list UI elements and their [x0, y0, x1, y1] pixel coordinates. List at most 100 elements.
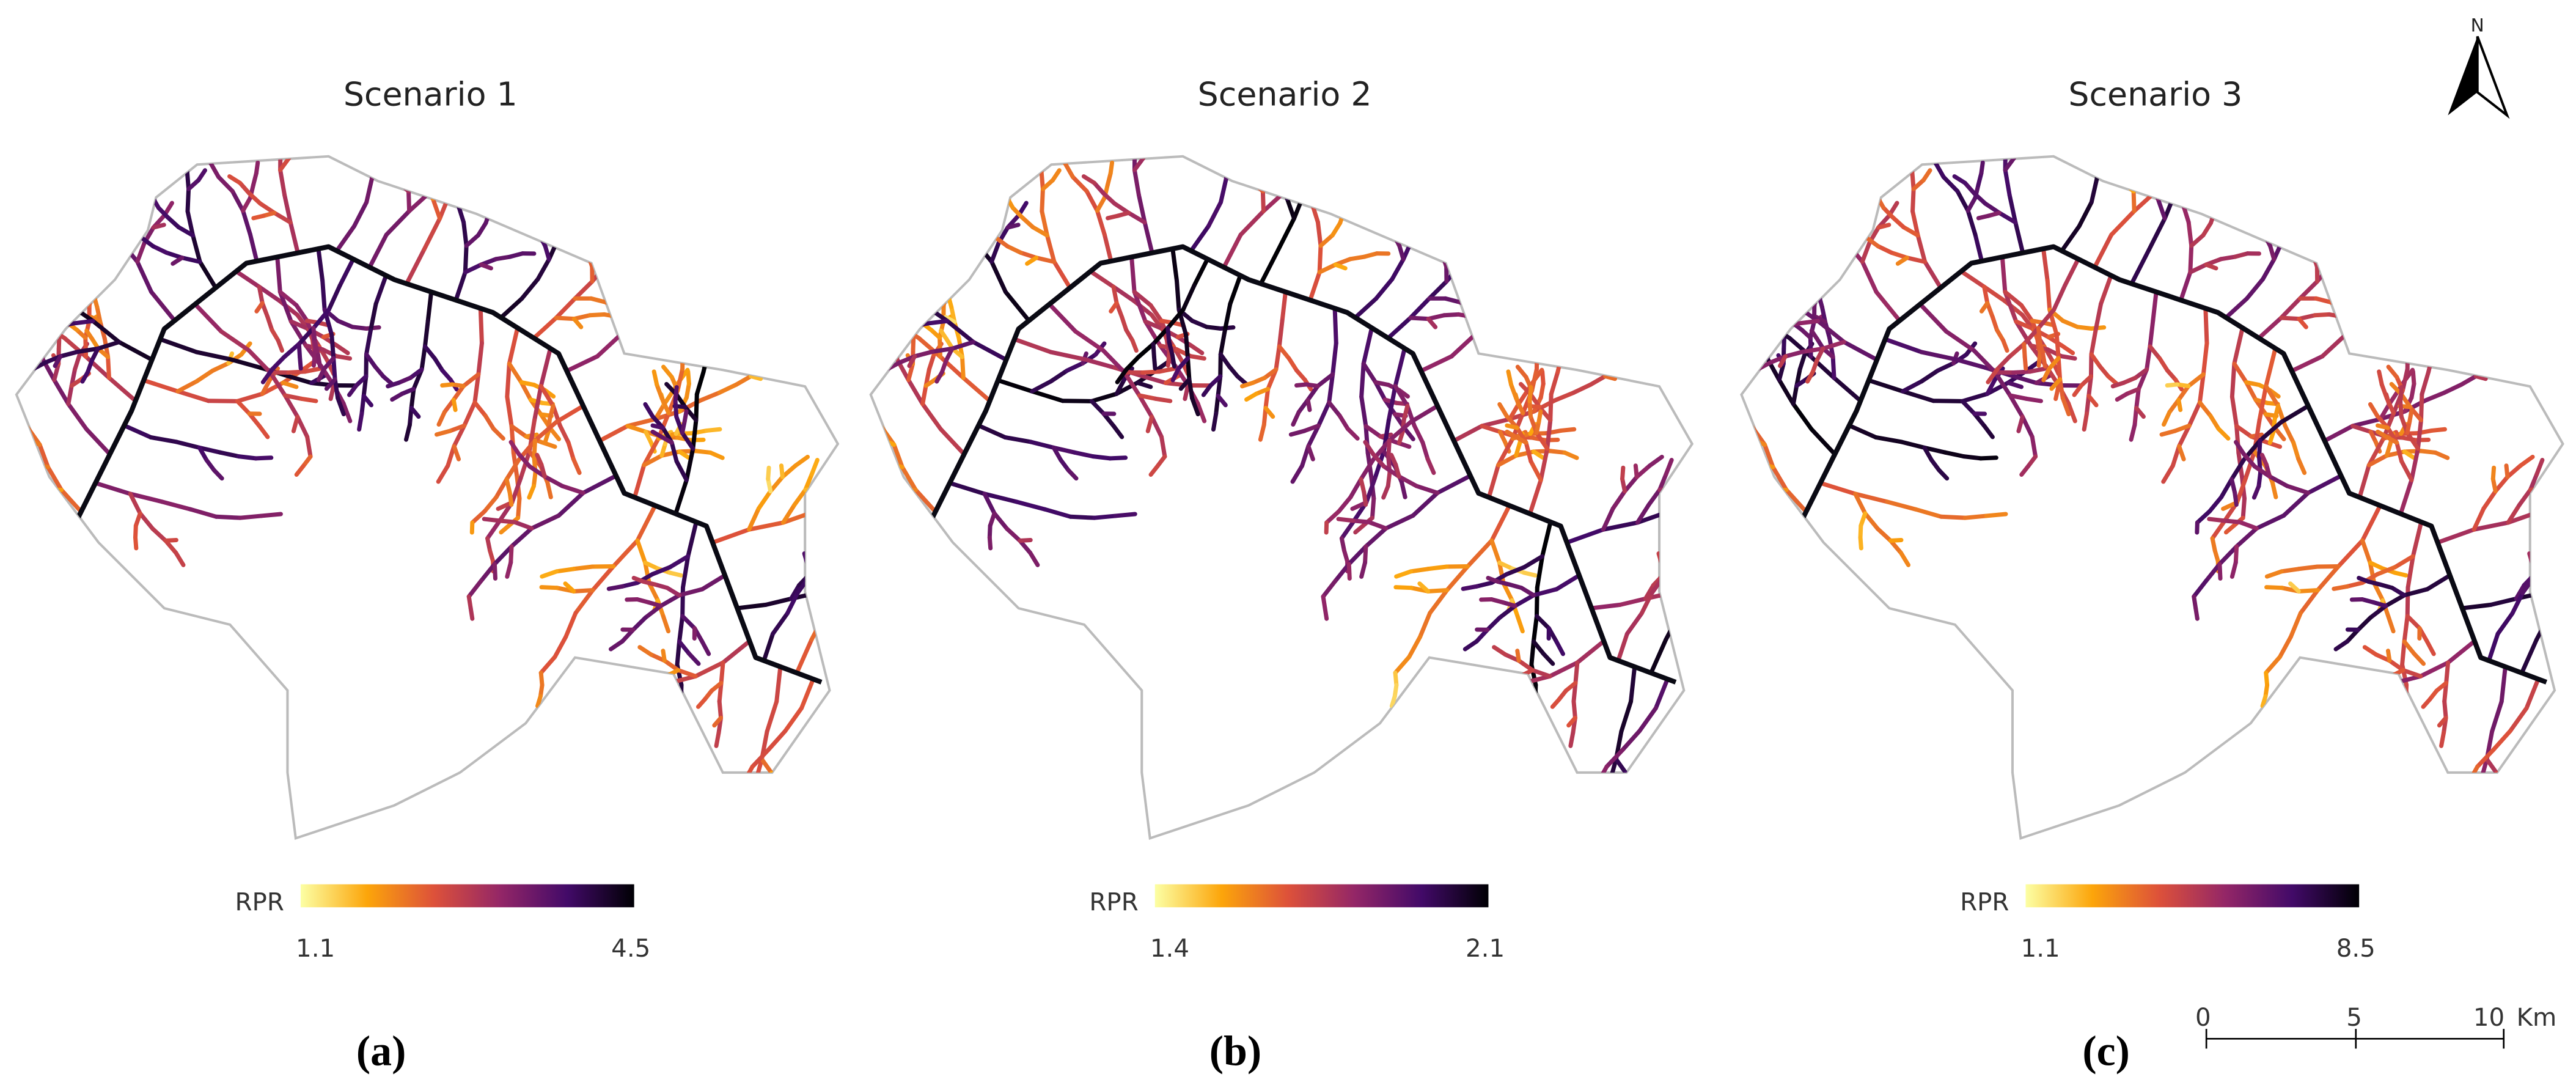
stream [1613, 757, 1628, 776]
stream [661, 614, 671, 634]
stream [1159, 435, 1167, 459]
stream [210, 361, 231, 373]
stream [774, 664, 783, 704]
stream [1832, 375, 1863, 403]
stream [1389, 452, 1398, 467]
stream [1148, 134, 1154, 145]
stream [207, 156, 215, 164]
stream [1330, 340, 1338, 377]
stream [1044, 233, 1057, 264]
stream [1134, 92, 1138, 108]
stream [555, 224, 571, 243]
panel-caption: (b) [1209, 1028, 1261, 1075]
stream [1965, 208, 1978, 237]
stream [1748, 329, 1767, 335]
stream [2242, 452, 2257, 469]
stream [615, 313, 631, 319]
stream [151, 244, 169, 255]
stream [1043, 507, 1073, 519]
stream [854, 579, 861, 588]
stream [492, 544, 514, 567]
stream [1609, 845, 1616, 854]
stream [504, 457, 521, 482]
stream [733, 782, 745, 804]
stream [865, 556, 884, 570]
stream [2280, 224, 2296, 243]
stream [2419, 392, 2424, 422]
stream [1932, 156, 1940, 164]
stream [805, 562, 812, 579]
stream [2459, 782, 2470, 804]
stream [1409, 224, 1425, 243]
stream [2156, 156, 2162, 160]
stream [1165, 326, 1172, 345]
stream [650, 565, 672, 576]
stream [877, 329, 897, 335]
stream [1333, 562, 1351, 583]
stream [446, 182, 460, 204]
stream [1532, 449, 1545, 460]
stream [1387, 223, 1396, 238]
stream [2192, 578, 2209, 599]
stream [1545, 417, 1553, 451]
stream [1619, 699, 1634, 734]
colorbar [1154, 884, 1489, 908]
stream [960, 355, 966, 380]
stream [2013, 220, 2025, 256]
panel-title: Scenario 2 [1198, 75, 1372, 113]
stream [916, 336, 942, 359]
stream [1808, 336, 1813, 359]
stream [2148, 318, 2156, 349]
stream [680, 430, 695, 451]
stream [504, 477, 512, 495]
stream [219, 329, 252, 353]
stream [823, 599, 838, 609]
stream [785, 590, 800, 616]
stream [944, 346, 955, 363]
stream [777, 784, 787, 801]
stream [1165, 307, 1186, 331]
stream [422, 318, 430, 349]
stream [2218, 254, 2237, 262]
stream [1689, 605, 1692, 616]
stream [611, 538, 640, 568]
stream [832, 586, 838, 593]
stream [2449, 800, 2464, 818]
stream [2129, 247, 2152, 286]
stream [694, 369, 706, 397]
stream [2261, 257, 2277, 282]
stream [52, 361, 61, 383]
stream [2086, 394, 2099, 408]
stream [282, 342, 301, 359]
stream [1911, 178, 1926, 191]
stream [1183, 383, 1191, 402]
stream [2369, 681, 2396, 697]
stream [34, 262, 51, 287]
stream [2221, 163, 2245, 172]
stream [2357, 576, 2371, 584]
stream [1554, 639, 1565, 657]
stream [2410, 369, 2416, 386]
stream [835, 487, 838, 501]
stream [930, 346, 955, 354]
stream [760, 795, 769, 812]
stream [1051, 445, 1063, 463]
stream [135, 240, 147, 264]
stream [1291, 410, 1301, 427]
stream [1741, 431, 1754, 441]
stream [571, 313, 592, 322]
stream [2473, 373, 2488, 381]
stream [505, 560, 513, 579]
stream [601, 238, 607, 254]
stream [2041, 353, 2047, 369]
stream [1175, 278, 1181, 312]
stream [1188, 354, 1206, 361]
stream [2398, 477, 2414, 516]
stream [2418, 449, 2438, 455]
stream [1139, 373, 1168, 385]
stream [1554, 573, 1582, 592]
stream [2429, 427, 2447, 433]
